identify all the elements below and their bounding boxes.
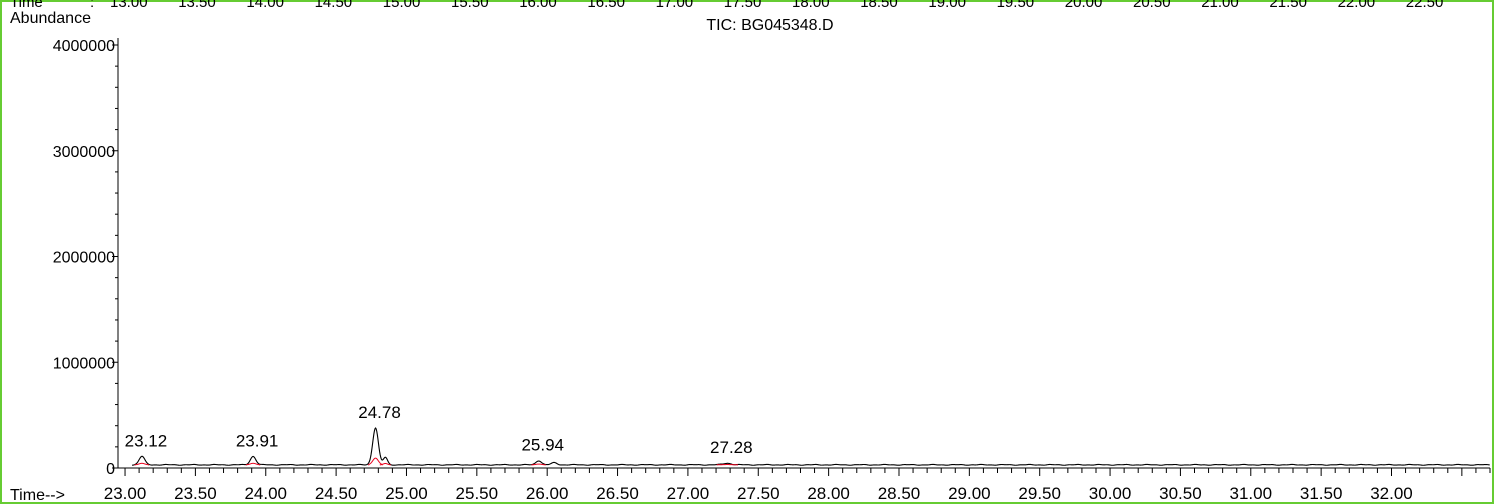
integration-marker [716, 464, 738, 466]
y-axis-label: Abundance [10, 10, 91, 27]
top-cut-label: 20.50 [1133, 0, 1171, 11]
x-tick-label: 31.00 [1230, 484, 1273, 503]
peak-label: 23.91 [236, 431, 279, 450]
x-tick-label: 26.50 [596, 484, 639, 503]
x-tick-label: 30.00 [1089, 484, 1132, 503]
x-tick-label: 29.50 [1018, 484, 1061, 503]
top-cut-label: 18.00 [792, 0, 830, 11]
top-cut-label: 15.50 [451, 0, 489, 11]
y-tick-label: 3000000 [53, 144, 115, 161]
top-cut-axis-labels: Time: 13.00 13.50 14.00 14.50 15.00 15.50 16.00… [10, 0, 1443, 11]
x-tick-label: 23.50 [174, 484, 217, 503]
top-cut-label: 13.00 [110, 0, 148, 11]
peak-labels: 23.12 23.91 24.78 25.94 27.28 [125, 403, 753, 457]
x-tick-label: 25.00 [385, 484, 428, 503]
x-tick-label: 24.00 [244, 484, 287, 503]
peak-label: 27.28 [710, 438, 753, 457]
y-tick-label: 1000000 [53, 355, 115, 372]
integration-marker [134, 462, 150, 466]
top-cut-label: : [90, 0, 94, 11]
y-tick-label: 4000000 [53, 38, 115, 55]
integration-marker [379, 463, 391, 466]
tic-line [132, 427, 1490, 466]
y-axis: 0 1000000 2000000 3000000 4000000 [53, 38, 119, 478]
x-tick-label: 26.00 [526, 484, 569, 503]
top-cut-label: 19.50 [997, 0, 1035, 11]
top-cut-label: 20.00 [1065, 0, 1103, 11]
x-tick-label: 28.00 [807, 484, 850, 503]
top-cut-label: 17.50 [724, 0, 762, 11]
x-tick-label: 29.00 [948, 484, 991, 503]
integration-marker [245, 462, 261, 466]
top-cut-label: 18.50 [860, 0, 898, 11]
y-tick-label: 0 [106, 461, 115, 478]
x-tick-label: 24.50 [315, 484, 358, 503]
peak-label: 25.94 [521, 436, 564, 455]
x-tick-label: 23.00 [104, 484, 147, 503]
top-cut-label: 13.50 [178, 0, 216, 11]
x-tick-label: 28.50 [878, 484, 921, 503]
tic-trace [132, 427, 1490, 466]
chart-title: TIC: BG045348.D [706, 17, 833, 34]
top-cut-label: 22.00 [1338, 0, 1376, 11]
top-cut-label: 16.00 [519, 0, 557, 11]
top-cut-label: 15.00 [383, 0, 421, 11]
top-cut-label: 21.00 [1201, 0, 1239, 11]
x-tick-label: 27.00 [667, 484, 710, 503]
peak-label: 23.12 [125, 431, 168, 450]
top-cut-label: 14.50 [315, 0, 353, 11]
x-tick-label: 31.50 [1300, 484, 1343, 503]
top-cut-label: 16.50 [587, 0, 625, 11]
top-cut-label: 14.00 [246, 0, 284, 11]
integration-marker [531, 463, 546, 466]
peak-label: 24.78 [358, 403, 401, 422]
x-axis: 23.00 23.50 24.00 24.50 25.00 25.50 26.00 26.50… [104, 467, 1491, 503]
top-cut-label: 17.00 [656, 0, 694, 11]
x-tick-label: 30.50 [1159, 484, 1202, 503]
x-tick-label: 32.00 [1370, 484, 1413, 503]
integration-marker [368, 457, 383, 466]
x-tick-label: 27.50 [737, 484, 780, 503]
x-tick-label: 25.50 [456, 484, 499, 503]
top-cut-label: 21.50 [1269, 0, 1307, 11]
top-cut-label: Time [10, 0, 43, 11]
x-axis-label: Time--> [10, 487, 65, 504]
y-tick-label: 2000000 [53, 250, 115, 267]
top-cut-label: 19.00 [928, 0, 966, 11]
top-cut-label: 22.50 [1406, 0, 1444, 11]
